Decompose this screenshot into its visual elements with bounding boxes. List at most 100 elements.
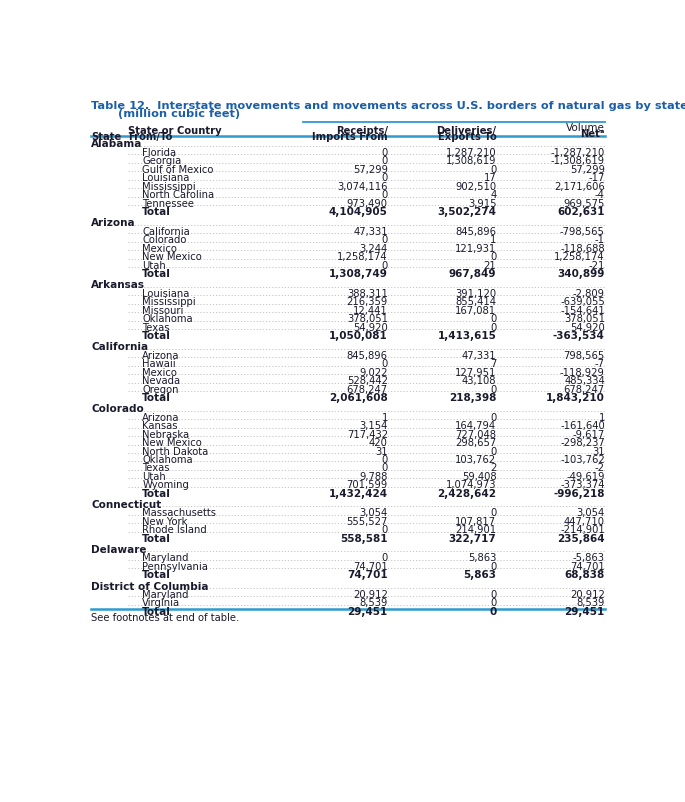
Text: -7: -7	[595, 358, 605, 369]
Text: 74,701: 74,701	[353, 561, 388, 571]
Text: -17: -17	[588, 173, 605, 183]
Text: 1,258,174: 1,258,174	[554, 252, 605, 262]
Text: 29,451: 29,451	[347, 606, 388, 616]
Text: Oklahoma: Oklahoma	[142, 455, 192, 464]
Text: -9,617: -9,617	[573, 429, 605, 439]
Text: 21: 21	[484, 261, 497, 270]
Text: 8,539: 8,539	[577, 597, 605, 608]
Text: 1,432,424: 1,432,424	[329, 488, 388, 498]
Text: Maryland: Maryland	[142, 553, 188, 563]
Text: 3,154: 3,154	[360, 420, 388, 431]
Text: California: California	[142, 226, 190, 237]
Text: 3,244: 3,244	[360, 244, 388, 253]
Text: -2,809: -2,809	[573, 289, 605, 298]
Text: 47,331: 47,331	[353, 226, 388, 237]
Text: Total: Total	[142, 207, 171, 217]
Text: 216,359: 216,359	[347, 297, 388, 307]
Text: Wyoming: Wyoming	[142, 480, 189, 490]
Text: Total: Total	[142, 533, 171, 543]
Text: -49,619: -49,619	[566, 472, 605, 481]
Text: 68,838: 68,838	[564, 569, 605, 580]
Text: State or Country: State or Country	[128, 125, 222, 136]
Text: 20,912: 20,912	[570, 589, 605, 599]
Text: Arkansas: Arkansas	[91, 280, 145, 290]
Text: Arizona: Arizona	[142, 412, 179, 422]
Text: 3,074,116: 3,074,116	[338, 181, 388, 192]
Text: 717,432: 717,432	[347, 429, 388, 439]
Text: Florida: Florida	[142, 148, 176, 158]
Text: Tennessee: Tennessee	[142, 198, 195, 209]
Text: -1: -1	[595, 235, 605, 245]
Text: From/To: From/To	[128, 132, 173, 142]
Text: -373,374: -373,374	[560, 480, 605, 490]
Text: 0: 0	[382, 148, 388, 158]
Text: 0: 0	[382, 173, 388, 183]
Text: Total: Total	[142, 488, 171, 498]
Text: 5,863: 5,863	[468, 553, 497, 563]
Text: 0: 0	[382, 261, 388, 270]
Text: Hawaii: Hawaii	[142, 358, 176, 369]
Text: 1,308,619: 1,308,619	[446, 156, 497, 166]
Text: 43,108: 43,108	[462, 375, 497, 386]
Text: 0: 0	[490, 597, 497, 608]
Text: 1,258,174: 1,258,174	[337, 252, 388, 262]
Text: 127,951: 127,951	[455, 367, 497, 377]
Text: 3,054: 3,054	[360, 508, 388, 518]
Text: 1,050,081: 1,050,081	[329, 330, 388, 341]
Text: 0: 0	[490, 412, 497, 422]
Text: 528,442: 528,442	[347, 375, 388, 386]
Text: 31: 31	[375, 446, 388, 456]
Text: 798,565: 798,565	[564, 350, 605, 360]
Text: 54,920: 54,920	[353, 322, 388, 332]
Text: 0: 0	[382, 235, 388, 245]
Text: Texas: Texas	[142, 322, 170, 332]
Text: Louisiana: Louisiana	[142, 289, 190, 298]
Text: -2: -2	[595, 463, 605, 473]
Text: Netᵃ: Netᵃ	[580, 128, 605, 139]
Text: 855,414: 855,414	[456, 297, 497, 307]
Text: 1,308,749: 1,308,749	[329, 269, 388, 279]
Text: Texas: Texas	[142, 463, 170, 473]
Text: -21: -21	[588, 261, 605, 270]
Text: 59,408: 59,408	[462, 472, 497, 481]
Text: 340,899: 340,899	[558, 269, 605, 279]
Text: Missouri: Missouri	[142, 306, 184, 315]
Text: Total: Total	[142, 392, 171, 403]
Text: 0: 0	[490, 314, 497, 324]
Text: 388,311: 388,311	[347, 289, 388, 298]
Text: 420: 420	[369, 438, 388, 448]
Text: 378,051: 378,051	[347, 314, 388, 324]
Text: Louisiana: Louisiana	[142, 173, 190, 183]
Text: 0: 0	[490, 164, 497, 175]
Text: Utah: Utah	[142, 472, 166, 481]
Text: 12,441: 12,441	[353, 306, 388, 315]
Text: Rhode Island: Rhode Island	[142, 525, 207, 535]
Text: Colorado: Colorado	[91, 403, 144, 414]
Text: New Mexico: New Mexico	[142, 438, 202, 448]
Text: Pennsylvania: Pennsylvania	[142, 561, 208, 571]
Text: Nevada: Nevada	[142, 375, 180, 386]
Text: -118,688: -118,688	[560, 244, 605, 253]
Text: Deliveries/: Deliveries/	[436, 125, 497, 136]
Text: 2: 2	[490, 463, 497, 473]
Text: -363,534: -363,534	[553, 330, 605, 341]
Text: -154,641: -154,641	[560, 306, 605, 315]
Text: Total: Total	[142, 330, 171, 341]
Text: 0: 0	[382, 358, 388, 369]
Text: 0: 0	[382, 455, 388, 464]
Text: 3,502,274: 3,502,274	[438, 207, 497, 217]
Text: -996,218: -996,218	[553, 488, 605, 498]
Text: Receipts/: Receipts/	[336, 125, 388, 136]
Text: (million cubic feet): (million cubic feet)	[119, 108, 240, 119]
Text: 5,863: 5,863	[463, 569, 497, 580]
Text: Mexico: Mexico	[142, 367, 177, 377]
Text: 2,171,606: 2,171,606	[554, 181, 605, 192]
Text: 31: 31	[593, 446, 605, 456]
Text: Oklahoma: Oklahoma	[142, 314, 192, 324]
Text: Oregon: Oregon	[142, 384, 179, 394]
Text: 4,104,905: 4,104,905	[329, 207, 388, 217]
Text: 9,022: 9,022	[360, 367, 388, 377]
Text: 0: 0	[382, 156, 388, 166]
Text: North Dakota: North Dakota	[142, 446, 208, 456]
Text: Colorado: Colorado	[142, 235, 186, 245]
